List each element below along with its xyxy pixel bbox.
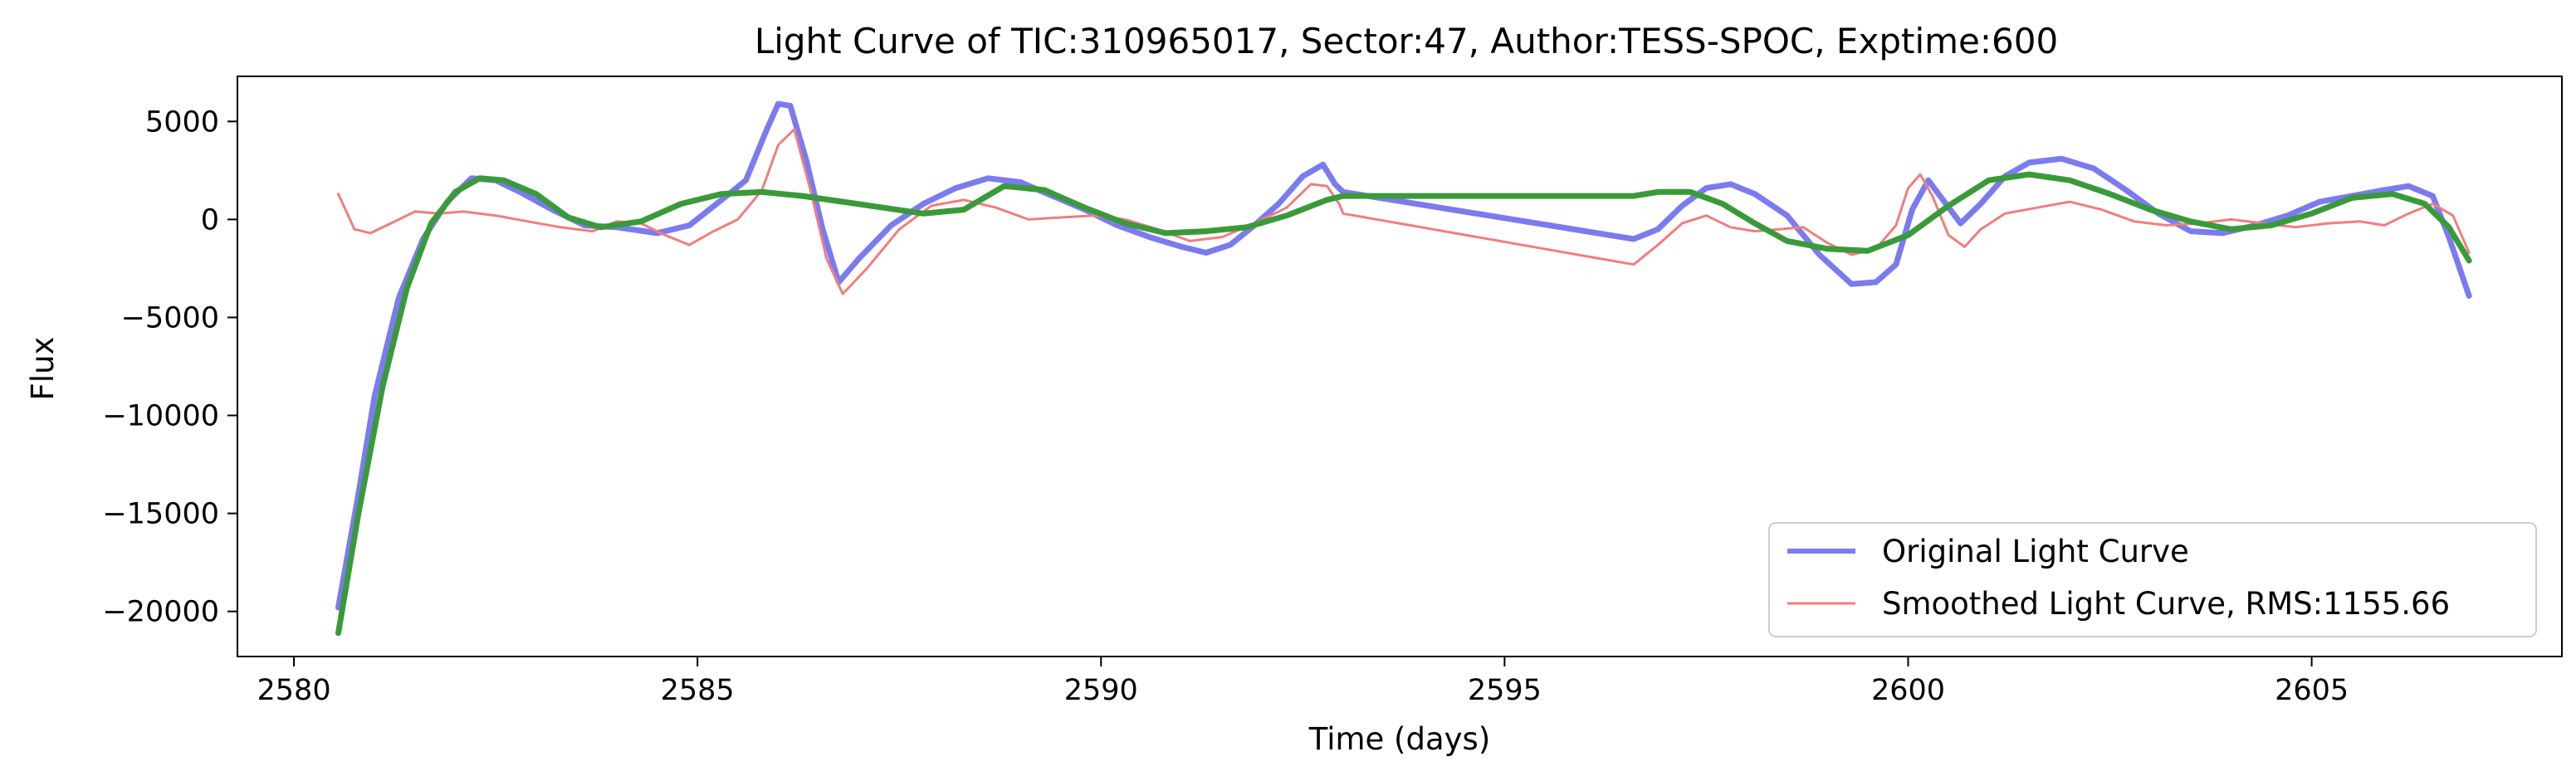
y-axis: 5000 0 −5000 −10000 −15000 −20000	[102, 105, 237, 629]
plot-area-frame	[237, 76, 2563, 657]
x-tick-label: 2595	[1468, 674, 1542, 707]
legend-label-smoothed: Smoothed Light Curve, RMS:1155.66	[1882, 586, 2450, 622]
series-layer	[335, 100, 2472, 637]
series-line-smoothed	[337, 128, 2471, 295]
legend: Original Light Curve Smoothed Light Curv…	[1768, 522, 2537, 637]
x-tick-label: 2600	[1871, 674, 1945, 707]
y-tick-label: −10000	[102, 400, 219, 433]
y-tick-label: −5000	[121, 301, 219, 334]
x-tick-label: 2580	[257, 674, 331, 707]
y-tick-label: 5000	[145, 105, 219, 139]
series-line-fit	[335, 171, 2472, 637]
series-line-original	[335, 100, 2472, 611]
y-tick-label: −20000	[102, 596, 219, 629]
y-axis-label: Flux	[25, 337, 61, 401]
x-tick-label: 2605	[2275, 674, 2349, 707]
chart-title: Light Curve of TIC:310965017, Sector:47,…	[755, 21, 2058, 61]
x-axis-label: Time (days)	[1308, 721, 1491, 757]
legend-label-original: Original Light Curve	[1882, 534, 2189, 569]
legend-box	[1768, 522, 2537, 637]
x-tick-label: 2590	[1064, 674, 1138, 707]
y-tick-label: −15000	[102, 498, 219, 531]
y-tick-label: 0	[201, 203, 219, 237]
x-axis: 2580 2585 2590 2595 2600 2605	[257, 657, 2349, 707]
x-tick-label: 2585	[661, 674, 735, 707]
